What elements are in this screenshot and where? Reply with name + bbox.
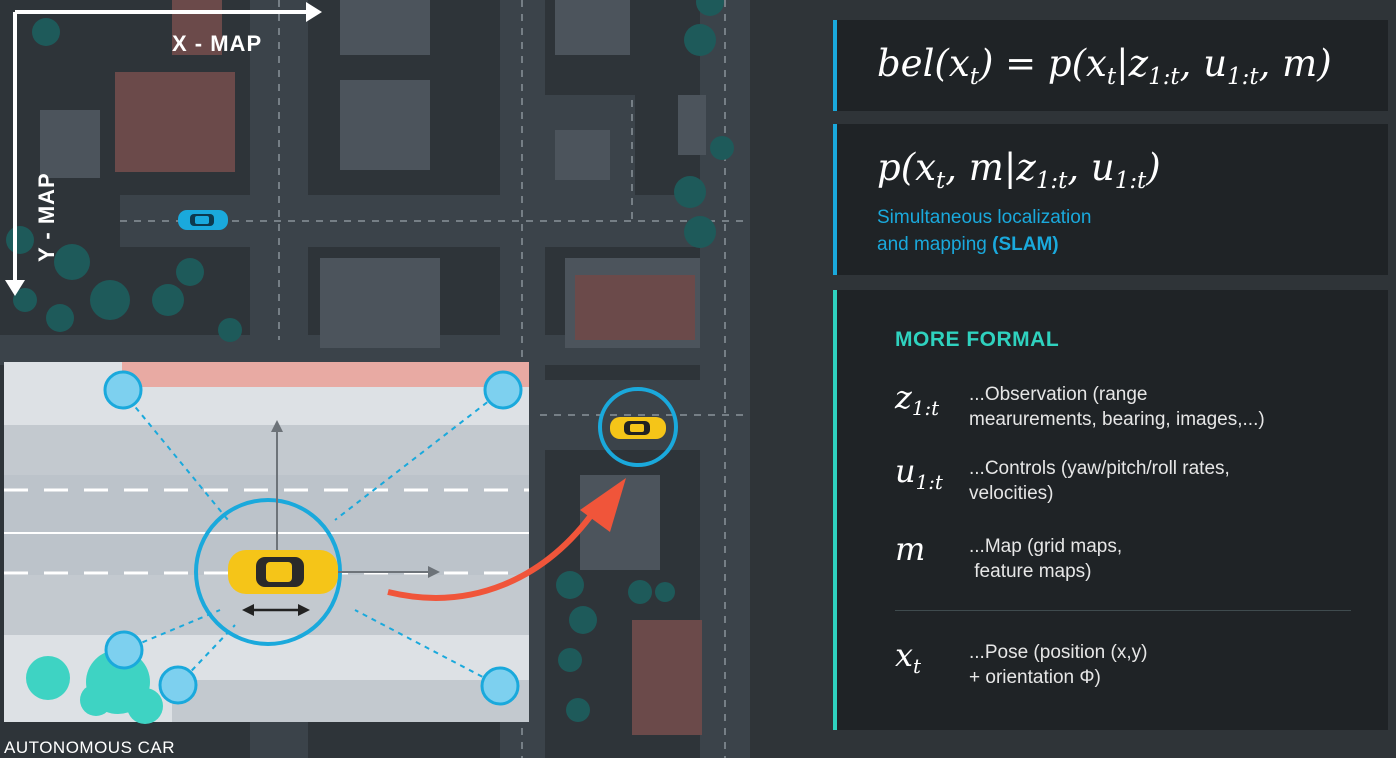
accent-bar <box>833 290 837 730</box>
landmark-icon <box>103 370 523 706</box>
divider <box>895 610 1351 611</box>
tree-icon <box>26 650 163 724</box>
autonomous-car-label: AUTONOMOUS CAR <box>4 738 176 757</box>
axis-arrow-icon <box>5 2 322 296</box>
slam-caption-line-1: Simultaneous localization <box>877 207 1092 228</box>
slam-formula-panel: p(xt, m|z1:t, u1:t) Simultaneous localiz… <box>833 124 1388 275</box>
motion-double-arrow <box>242 604 310 616</box>
tree-icon <box>6 0 734 722</box>
curved-arrow-icon <box>387 478 626 601</box>
car-icon <box>610 417 666 439</box>
inset-zoom-view <box>4 362 529 724</box>
slam-caption-line-2: and mapping (SLAM) <box>877 234 1059 255</box>
car-icon <box>178 210 228 230</box>
more-formal-panel: MORE FORMAL z1:t ...Observation (range m… <box>833 290 1388 730</box>
belief-formula: bel(xt) = p(xt|z1:t, u1:t, m) <box>877 42 1332 91</box>
accent-bar <box>833 20 837 111</box>
localized-car-marker <box>598 387 678 467</box>
x-map-axis-label: X - MAP <box>172 31 263 56</box>
belief-formula-panel: bel(xt) = p(xt|z1:t, u1:t, m) <box>833 20 1388 111</box>
slam-acronym: (SLAM) <box>992 234 1059 255</box>
slam-caption: Simultaneous localization and mapping (S… <box>877 204 1091 258</box>
car-icon <box>228 550 338 594</box>
more-formal-heading: MORE FORMAL <box>895 328 1060 351</box>
y-map-axis-label: Y - MAP <box>34 172 59 262</box>
slam-formula: p(xt, m|z1:t, u1:t) <box>877 146 1161 195</box>
accent-bar <box>833 124 837 275</box>
city-map-illustration <box>0 0 750 758</box>
